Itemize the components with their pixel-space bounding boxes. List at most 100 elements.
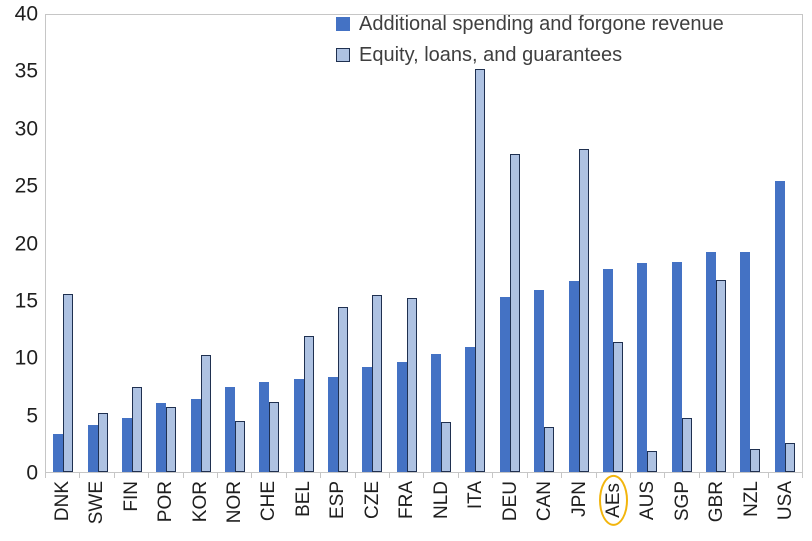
bar-group-dnk [46, 15, 80, 472]
bar-swe-series-0 [87, 425, 98, 472]
x-tick [562, 473, 597, 478]
bar-can-series-0 [534, 290, 545, 472]
bar-group-jpn [561, 15, 595, 472]
x-label-cell: NLD [424, 479, 458, 541]
legend-label: Equity, loans, and guarantees [359, 44, 623, 66]
bar-dnk-series-1 [63, 293, 74, 472]
x-tick [321, 473, 356, 478]
plot-area [45, 14, 803, 473]
x-label-cell: FIN [114, 479, 148, 541]
y-axis: 0 5 10 15 20 25 30 35 40 [0, 4, 38, 484]
x-label-usa: USA [775, 481, 797, 521]
x-tick [115, 473, 150, 478]
x-label-cell: JPN [562, 479, 596, 541]
bar-por-series-1 [166, 406, 177, 472]
x-tick [459, 473, 494, 478]
bar-usa-series-1 [784, 443, 795, 472]
bar-fin-series-1 [131, 387, 142, 472]
bar-group-bel [287, 15, 321, 472]
bar-esp-series-1 [338, 307, 349, 472]
bar-nor-series-0 [224, 387, 235, 472]
bar-group-aus [630, 15, 664, 472]
bar-cze-series-1 [372, 294, 383, 472]
bar-nzl-series-1 [750, 449, 761, 472]
bar-group-kor [183, 15, 217, 472]
x-label-cell: ITA [458, 479, 492, 541]
bar-usa-series-0 [774, 180, 785, 472]
x-label-nzl: NZL [740, 481, 762, 517]
y-tick-label: 25 [14, 174, 38, 198]
bar-group-fra [390, 15, 424, 472]
y-tick-label: 40 [14, 2, 38, 26]
bar-group-ita [458, 15, 492, 472]
bar-jpn-series-1 [578, 148, 589, 472]
x-label-ita: ITA [465, 481, 487, 510]
x-label-por: POR [155, 481, 177, 523]
x-label-cell: NOR [217, 479, 251, 541]
x-label-aus: AUS [637, 481, 659, 521]
x-label-cell: AUS [631, 479, 665, 541]
x-tick [493, 473, 528, 478]
x-tick [734, 473, 769, 478]
x-label-bel: BEL [292, 481, 314, 517]
x-tick [769, 473, 803, 478]
x-label-cell: POR [148, 479, 182, 541]
x-tick [46, 473, 81, 478]
y-tick-label: 0 [26, 461, 38, 485]
x-tick [356, 473, 391, 478]
x-label-cell: GBR [700, 479, 734, 541]
y-tick-label: 35 [14, 59, 38, 83]
x-axis-ticks [45, 473, 803, 478]
x-label-cell: CAN [527, 479, 561, 541]
x-tick [390, 473, 425, 478]
legend: Additional spending and forgone revenue … [336, 14, 724, 65]
bar-deu-series-0 [499, 297, 510, 472]
x-label-fin: FIN [120, 481, 142, 512]
x-label-cell: DEU [493, 479, 527, 541]
bar-nld-series-1 [441, 421, 452, 472]
bar-group-can [527, 15, 561, 472]
x-label-cell: SGP [665, 479, 699, 541]
x-tick [252, 473, 287, 478]
x-label-nld: NLD [430, 481, 452, 520]
bar-group-sgp [664, 15, 698, 472]
x-tick [665, 473, 700, 478]
y-tick-label: 30 [14, 117, 38, 141]
bar-group-esp [321, 15, 355, 472]
bar-group-por [149, 15, 183, 472]
bar-swe-series-1 [97, 412, 108, 472]
bar-can-series-1 [544, 427, 555, 472]
legend-marker [336, 17, 350, 31]
bar-ita-series-0 [465, 347, 476, 472]
x-tick [424, 473, 459, 478]
y-tick-label: 20 [14, 232, 38, 255]
bar-che-series-0 [259, 381, 270, 472]
legend-item-equity-loans: Equity, loans, and guarantees [336, 45, 724, 65]
bar-group-nzl [733, 15, 767, 472]
bar-ita-series-1 [475, 68, 486, 472]
x-tick [631, 473, 666, 478]
x-label-dnk: DNK [51, 481, 73, 522]
x-label-cell: USA [769, 479, 803, 541]
x-tick [218, 473, 253, 478]
x-tick [149, 473, 184, 478]
x-label-gbr: GBR [706, 481, 728, 523]
x-label-sgp: SGP [671, 481, 693, 522]
bar-aus-series-0 [637, 262, 648, 472]
bar-kor-series-1 [200, 355, 211, 472]
y-tick-label: 15 [14, 289, 38, 313]
x-tick [80, 473, 115, 478]
bar-aes-series-0 [602, 268, 613, 472]
bar-dnk-series-0 [53, 434, 64, 472]
bar-gbr-series-0 [706, 251, 716, 472]
bar-group-cze [355, 15, 389, 472]
legend-marker [336, 48, 350, 62]
bar-fin-series-0 [121, 418, 132, 472]
x-label-che: CHE [258, 481, 280, 522]
x-tick [184, 473, 219, 478]
x-tick [287, 473, 322, 478]
bar-group-deu [493, 15, 527, 472]
bar-nor-series-1 [234, 420, 245, 472]
bar-group-swe [80, 15, 114, 472]
x-label-cell: CZE [355, 479, 389, 541]
